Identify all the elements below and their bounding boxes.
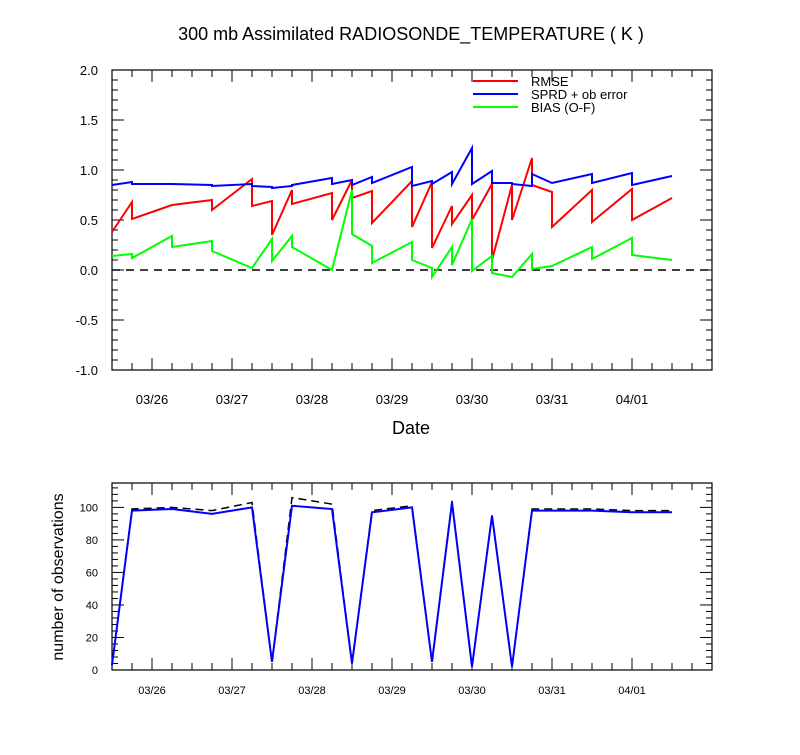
bottom-y-tick-label: 20 <box>86 632 98 644</box>
top-x-tick-label: 03/29 <box>376 392 409 407</box>
top-y-tick-label: -0.5 <box>76 313 98 328</box>
top-y-tick-label: -1.0 <box>76 363 98 378</box>
series-line-bias-o-f <box>111 189 673 281</box>
bottom-y-tick-label: 40 <box>86 600 98 612</box>
top-y-tick-label: 2.0 <box>80 63 98 78</box>
bottom-y-tick-label: 60 <box>86 567 98 579</box>
bottom-x-tick-label: 03/27 <box>218 685 246 697</box>
bottom-x-tick-label: 03/28 <box>298 685 326 697</box>
series-line-sprd-ob-error <box>111 144 673 190</box>
top-x-tick-label: 04/01 <box>616 392 649 407</box>
bottom-panel: 03/26 03/27 03/28 03/29 03/30 03/31 04/01 0 20 40… <box>80 482 713 697</box>
bottom-series-line-1 <box>111 502 672 667</box>
legend-label: RMSE <box>531 74 569 89</box>
bottom-y-tick-label: 100 <box>80 502 98 514</box>
top-x-tick-label: 03/31 <box>536 392 569 407</box>
bottom-y-tick-label: 0 <box>92 665 98 677</box>
top-y-tick-label: 1.0 <box>80 163 98 178</box>
bottom-y-tick-label: 80 <box>86 535 98 547</box>
bottom-series-line-0 <box>111 496 672 667</box>
chart-marks: 03/26 03/27 03/28 03/29 03/30 03/31 04/01 -1.0 -… <box>76 63 713 697</box>
top-x-tick-label: 03/30 <box>456 392 489 407</box>
bottom-x-tick-label: 03/31 <box>538 685 566 697</box>
y-axis-label-observations: number of observations <box>50 493 67 660</box>
legend-label: SPRD + ob error <box>531 87 628 102</box>
bottom-x-tick-label: 03/29 <box>378 685 406 697</box>
bottom-x-tick-label: 03/30 <box>458 685 486 697</box>
chart-title: 300 mb Assimilated RADIOSONDE_TEMPERATUR… <box>178 24 644 45</box>
bottom-x-tick-label: 03/26 <box>138 685 166 697</box>
bottom-x-tick-label: 04/01 <box>618 685 646 697</box>
top-x-tick-label: 03/26 <box>136 392 169 407</box>
top-panel: 03/26 03/27 03/28 03/29 03/30 03/31 04/01 -1.0 -… <box>76 63 713 407</box>
top-x-tick-label: 03/27 <box>216 392 249 407</box>
top-x-tick-label: 03/28 <box>296 392 329 407</box>
x-axis-label: Date <box>392 418 430 438</box>
top-y-tick-label: 1.5 <box>80 113 98 128</box>
top-y-tick-label: 0.5 <box>80 213 98 228</box>
series-line-rmse <box>111 157 673 261</box>
top-y-tick-label: 0.0 <box>80 263 98 278</box>
legend-label: BIAS (O-F) <box>531 100 595 115</box>
